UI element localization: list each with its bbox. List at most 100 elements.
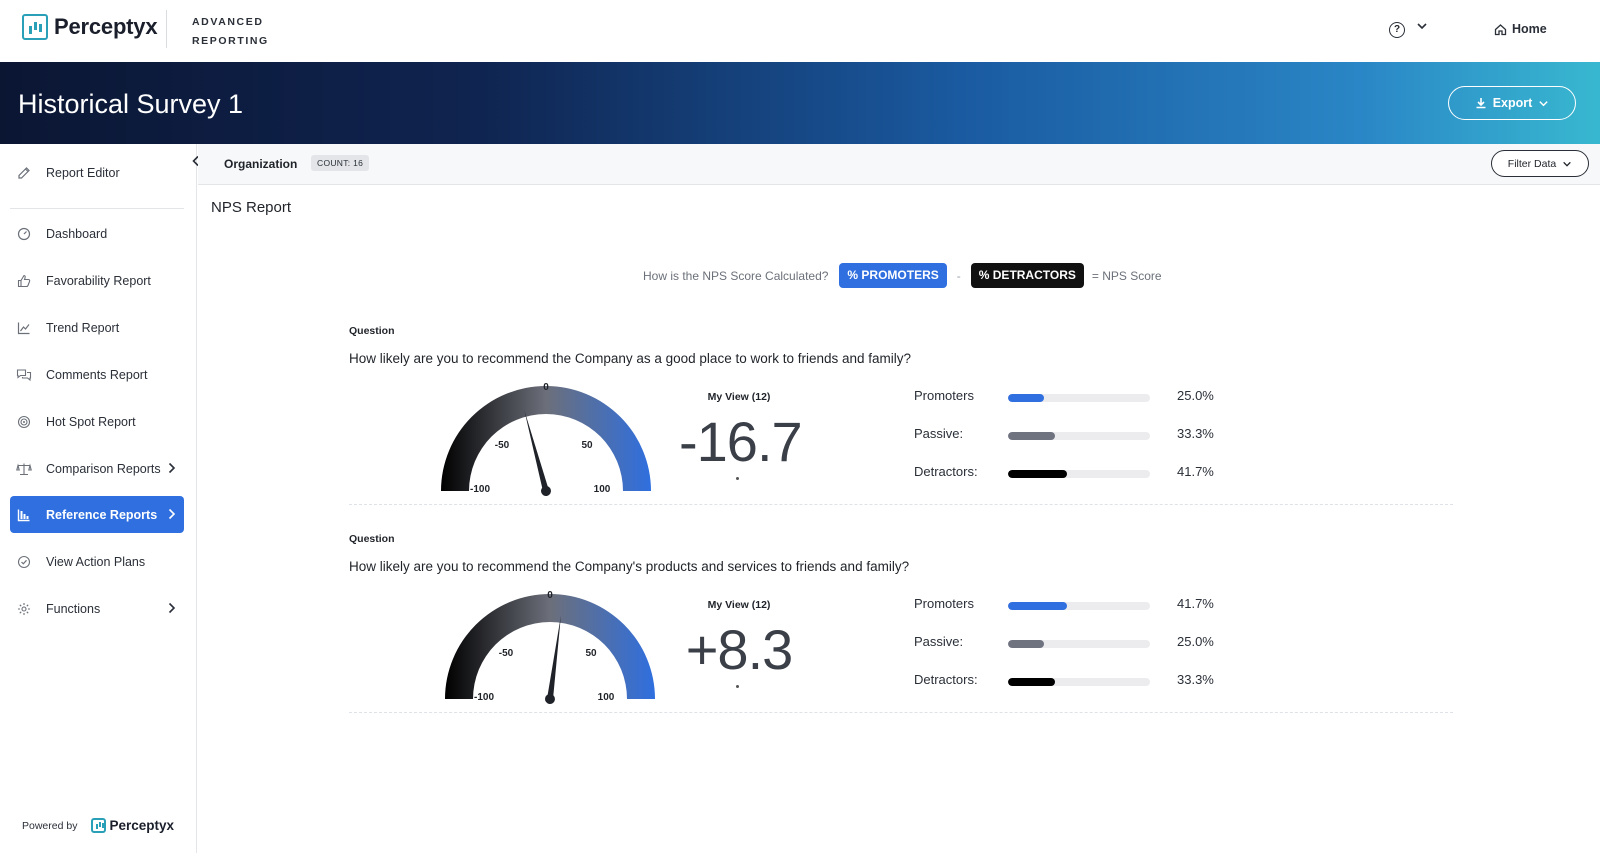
calc-question: How is the NPS Score Calculated? [643,268,829,283]
bar-fill [1008,394,1044,402]
header-divider [166,10,167,48]
bar-fill [1008,470,1068,478]
bar-percent: 25.0% [1177,388,1214,403]
export-button[interactable]: Export [1448,86,1576,120]
gauge-tick-neg50: -50 [495,440,510,451]
nps-gauge: 0 -50 50 -100 100 [441,382,651,496]
sidebar-item-label: Comments Report [46,367,148,382]
promoters-pill: % PROMOTERS [839,263,947,288]
gauge-needle [545,615,561,704]
question-text: How likely are you to recommend the Comp… [349,559,910,574]
sidebar-item-comments-report[interactable]: Comments Report [10,356,184,393]
my-view-label: My View (12) [707,391,771,403]
download-icon [1476,98,1486,109]
count-badge: COUNT: 16 [311,155,370,171]
detractors-row: Detractors: 33.3% [914,671,1234,691]
gauge-tick-0: 0 [547,590,553,601]
chevron-down-icon [1539,100,1548,106]
sidebar-item-label: Dashboard [46,226,108,241]
trend-icon [16,320,32,336]
bar-chart-icon [16,507,32,523]
sidebar-item-report-editor[interactable]: Report Editor [10,154,184,191]
collapse-sidebar-icon[interactable] [191,154,201,170]
sidebar-item-label: Trend Report [46,320,120,335]
sidebar-item-dashboard[interactable]: Dashboard [10,215,184,252]
bar-fill [1008,640,1044,648]
sidebar-item-view-action-plans[interactable]: View Action Plans [10,543,184,580]
gauge-tick-0: 0 [543,382,549,393]
sidebar-item-trend-report[interactable]: Trend Report [10,309,184,346]
report-title: NPS Report [211,199,292,216]
sidebar-item-functions[interactable]: Functions [10,590,184,627]
sidebar-item-label: Comparison Reports [46,461,161,476]
gauge-arc [445,594,655,699]
question-block: Question How likely are you to recommend… [349,533,1453,713]
bar-label: Passive: [914,634,964,649]
my-view-label: My View (12) [707,599,771,611]
score-dot [736,685,739,688]
sidebar-item-label: Report Editor [46,165,120,180]
bar-track [1008,470,1150,478]
sidebar-divider [10,208,184,209]
passive-row: Passive: 25.0% [914,633,1234,653]
question-text: How likely are you to recommend the Comp… [349,351,912,366]
sidebar: Report Editor Dashboard Favorability Rep… [0,144,199,853]
bar-percent: 33.3% [1177,672,1214,687]
target-icon [16,414,32,430]
equals-nps-score: = NPS Score [1091,268,1162,283]
bar-track [1008,432,1150,440]
logo-icon [22,14,48,40]
bar-label: Promoters [914,596,974,611]
product-name: ADVANCED REPORTING [192,13,269,51]
nps-calculation: How is the NPS Score Calculated? % PROMO… [643,263,1162,288]
thumbs-up-icon [16,273,32,289]
gauge-tick-pos50: 50 [581,440,593,451]
question-circle-icon[interactable]: ? [1389,22,1405,38]
comments-icon [16,367,32,383]
bar-track [1008,394,1150,402]
sidebar-item-label: View Action Plans [46,554,146,569]
bar-percent: 41.7% [1177,464,1214,479]
gauge-tick-neg100: -100 [470,484,490,495]
chevron-down-icon[interactable] [1416,20,1428,35]
bar-label: Detractors: [914,464,978,479]
passive-row: Passive: 33.3% [914,425,1234,445]
bar-percent: 33.3% [1177,426,1214,441]
page-title: Historical Survey 1 [18,89,244,119]
sidebar-item-label: Favorability Report [46,273,151,288]
perceptyx-logo[interactable]: Perceptyx [22,14,158,40]
gauge-tick-pos50: 50 [585,648,597,659]
sidebar-item-reference-reports[interactable]: Reference Reports [10,496,184,533]
sidebar-item-label: Hot Spot Report [46,414,136,429]
powered-by: Powered by Perceptyx [22,818,174,833]
filter-data-button[interactable]: Filter Data [1491,150,1589,177]
home-label: Home [1512,22,1547,36]
gauge-tick-neg50: -50 [499,648,514,659]
export-label: Export [1492,96,1533,110]
question-label: Question [349,325,395,337]
question-block: Question How likely are you to recommend… [349,325,1453,505]
survey-banner: Historical Survey 1 Export [0,62,1600,144]
sidebar-item-hot-spot-report[interactable]: Hot Spot Report [10,403,184,440]
bar-label: Detractors: [914,672,978,687]
sidebar-item-label: Reference Reports [46,507,158,522]
promoters-row: Promoters 25.0% [914,387,1234,407]
gauge-tick-neg100: -100 [474,692,494,703]
sidebar-item-favorability-report[interactable]: Favorability Report [10,262,184,299]
bar-track [1008,640,1150,648]
chevron-right-icon [167,461,176,477]
gauge-needle [524,409,551,496]
sidebar-item-comparison-reports[interactable]: Comparison Reports [10,450,184,487]
nps-score: +8.3 [685,618,794,681]
bar-percent: 41.7% [1177,596,1214,611]
gauge-icon [16,226,32,242]
gauge-tick-pos100: 100 [598,692,615,703]
top-bar: Perceptyx ADVANCED REPORTING ? Home [0,0,1600,62]
powered-by-label: Powered by [22,819,78,832]
organization-label: Organization [224,157,298,171]
home-icon [1494,23,1507,35]
nps-gauge: 0 -50 50 -100 100 [445,590,655,704]
home-link[interactable]: Home [1494,22,1547,36]
promoters-row: Promoters 41.7% [914,595,1234,615]
product-line-2: REPORTING [192,35,269,47]
